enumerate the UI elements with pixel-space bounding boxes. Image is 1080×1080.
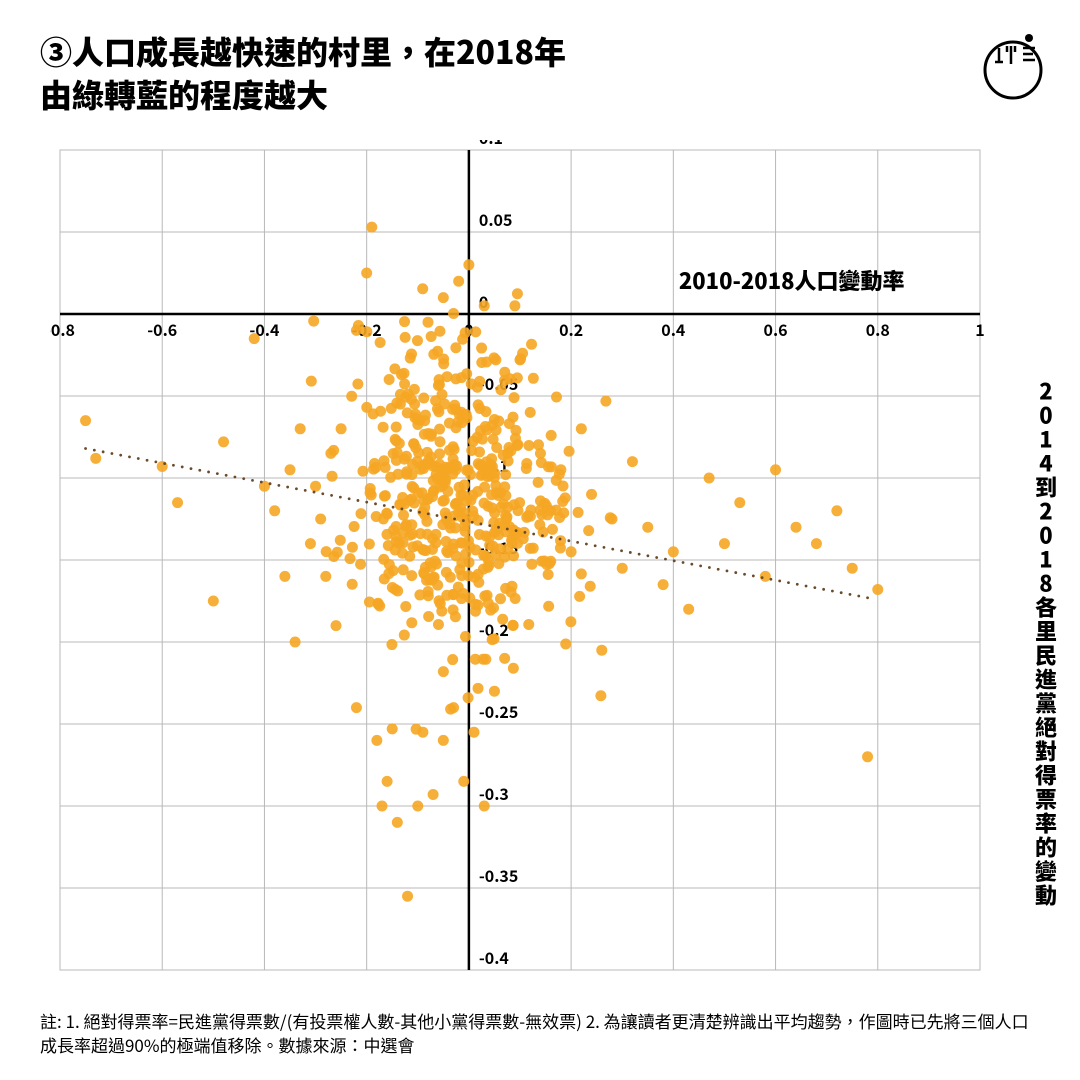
chart-title: ③人口成長越快速的村里，在2018年 由綠轉藍的程度越大 (40, 30, 740, 116)
x-axis-label: 2010-2018人口變動率 (679, 264, 905, 296)
page-root: ③人口成長越快速的村里，在2018年 由綠轉藍的程度越大 -0.8 -0.6 -0.… (0, 0, 1080, 1080)
chart-footnote: 註: 1. 絕對得票率=民進黨得票數/(有投票權人數-其他小黨得票數-無效票) … (40, 1009, 1040, 1058)
svg-text:-0.35: -0.35 (479, 863, 518, 887)
svg-text:1: 1 (975, 317, 984, 341)
title-line-2: 由綠轉藍的程度越大 (40, 71, 328, 117)
publisher-logo-icon (975, 30, 1045, 100)
svg-text:-0.25: -0.25 (479, 699, 518, 723)
y-axis-label: 2014到2018各里民進黨絕對得票率的變動 (1030, 380, 1062, 940)
svg-text:0.8: 0.8 (866, 317, 890, 341)
svg-text:0.2: 0.2 (559, 317, 583, 341)
title-line-1: ③人口成長越快速的村里，在2018年 (40, 28, 566, 74)
svg-text:0.4: 0.4 (661, 317, 685, 341)
svg-text:0.05: 0.05 (479, 207, 513, 231)
svg-text:-0.8: -0.8 (50, 317, 75, 341)
svg-text:-0.4: -0.4 (479, 945, 509, 969)
svg-text:0.6: 0.6 (764, 317, 788, 341)
svg-text:-0.6: -0.6 (147, 317, 177, 341)
svg-text:0.1: 0.1 (479, 140, 503, 149)
scatter-chart: -0.8-0.6-0.4-0.200.20.40.60.81-0.4-0.35-… (50, 140, 1010, 990)
